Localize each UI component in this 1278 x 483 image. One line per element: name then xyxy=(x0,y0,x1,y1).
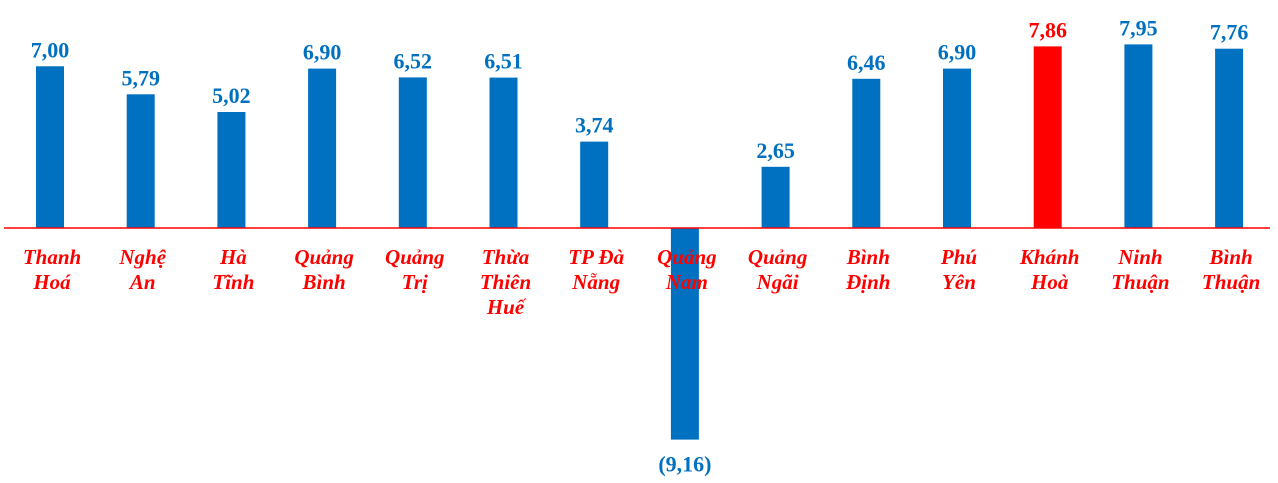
category-label: Nghệ An xyxy=(118,245,166,294)
value-label: 6,46 xyxy=(847,50,886,75)
category-labels-group: Thanh Hoá Nghệ An Hà Tĩnh Quảng Bình Quảng Trị Thừ… xyxy=(23,245,1260,319)
category-label: Bình Thuận xyxy=(1202,245,1260,294)
value-label: 7,95 xyxy=(1119,15,1158,40)
bar xyxy=(1033,46,1062,229)
category-label: Ninh Thuận xyxy=(1111,245,1169,294)
bar xyxy=(217,112,246,228)
value-label: 7,00 xyxy=(31,37,70,62)
value-label: 5,79 xyxy=(121,65,160,90)
bar xyxy=(308,68,337,228)
value-label: 6,51 xyxy=(484,49,523,74)
bar xyxy=(761,166,790,228)
value-label: 6,90 xyxy=(938,40,977,65)
bar xyxy=(36,66,64,228)
value-label: (9,16) xyxy=(658,452,711,477)
value-label: 5,02 xyxy=(212,83,251,108)
value-label: 2,65 xyxy=(756,138,795,163)
category-label: Thanh Hoá xyxy=(23,245,81,294)
category-label: Phú Yên xyxy=(940,245,977,294)
category-label: Quảng Bình xyxy=(294,245,354,294)
bar xyxy=(1124,44,1153,229)
bar xyxy=(943,68,971,228)
category-label: Bình Định xyxy=(845,245,890,294)
bar xyxy=(1215,48,1244,229)
category-label: Hà Tĩnh xyxy=(212,245,254,294)
category-label: TP Đà Nẵng xyxy=(568,245,624,294)
category-label: Khánh Hoà xyxy=(1019,245,1080,294)
value-label: 6,52 xyxy=(394,48,433,73)
bar xyxy=(580,141,609,228)
value-label: 7,86 xyxy=(1028,17,1067,42)
bar xyxy=(489,77,518,228)
bars-group xyxy=(36,44,1244,440)
value-label: 3,74 xyxy=(575,113,614,138)
bar xyxy=(852,78,881,228)
category-label: Thừa Thiên Huế xyxy=(480,245,531,319)
bar xyxy=(126,94,155,228)
bar xyxy=(398,77,427,229)
category-label: Quảng Trị xyxy=(385,245,445,294)
value-label: 6,90 xyxy=(303,40,342,65)
value-label: 7,76 xyxy=(1210,20,1249,45)
value-labels-group: 7,00 5,79 5,02 6,90 6,52 6,51 3,74 (9,16) 2,65 6,… xyxy=(31,15,1249,476)
category-label: Quảng Nam xyxy=(657,245,717,294)
bar xyxy=(670,228,699,440)
category-label: Quảng Ngãi xyxy=(748,245,808,294)
